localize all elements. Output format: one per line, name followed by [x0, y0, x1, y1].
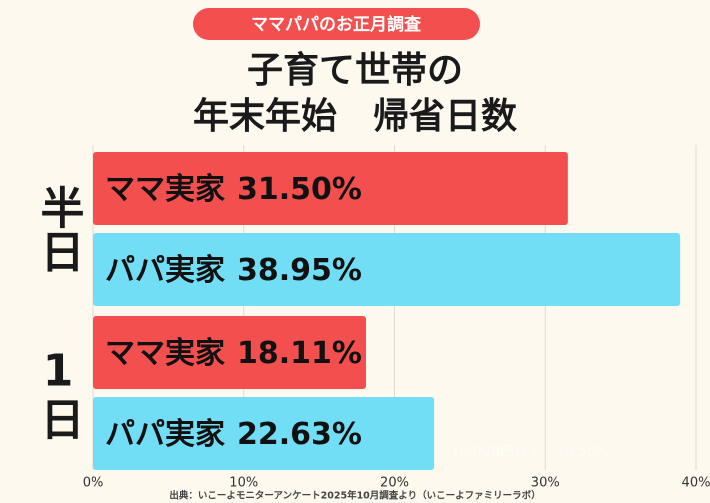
x-tick-label: 20% [380, 476, 409, 491]
x-tick-label: 0% [83, 476, 104, 491]
bar [93, 316, 367, 389]
source: 出典：いこーよモニターアンケート2025年10月調査より（いこーよファミリーラボ… [169, 490, 540, 502]
chart-title: 子育て世帯の [247, 50, 463, 91]
badge-pill [193, 8, 480, 40]
x-tick-label: 40% [682, 476, 710, 491]
bar [93, 397, 435, 470]
bar-series-name: パパ実家 [105, 253, 225, 288]
chart-title: 年末年始 帰省日数 [193, 96, 517, 137]
bar-series-name: ママ実家 [105, 172, 225, 207]
x-tick-label: 10% [229, 476, 258, 491]
x-tick-label: 30% [531, 476, 560, 491]
bar-series-name: パパ実家 [105, 417, 225, 452]
bar [93, 152, 568, 225]
value-label: 22.63% [237, 417, 362, 452]
category-label: 1日 [33, 346, 84, 441]
value-label: 31.50% [237, 172, 362, 207]
badge: ママパパのお正月調査 [251, 14, 422, 35]
category-label: 半日 [33, 185, 84, 273]
value-label: 18.11% [237, 336, 362, 371]
bar [93, 233, 681, 306]
annotation: 10,000円以上 10.50% [451, 444, 609, 460]
value-label: 38.95% [237, 253, 362, 288]
bar-series-name: ママ実家 [105, 336, 225, 371]
